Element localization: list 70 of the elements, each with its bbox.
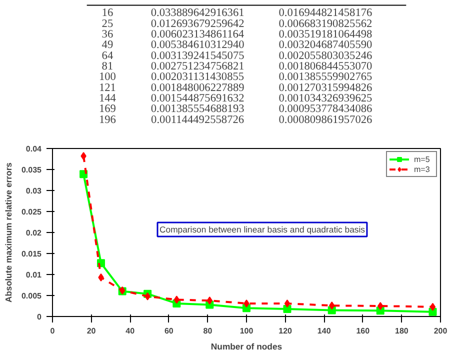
point — [430, 302, 436, 311]
y-tick-label: 0.025 — [21, 208, 42, 216]
text: 36 — [102, 28, 114, 41]
y-tick-label: 0.015 — [21, 250, 42, 258]
text: 0.000809861957026 — [278, 114, 373, 126]
text: 0.005384610312940 — [150, 39, 245, 52]
point — [428, 308, 437, 316]
point — [206, 296, 212, 305]
text: 0.016944821458176 — [278, 7, 373, 20]
x-tick-label: 180 — [395, 326, 409, 336]
text: 169 — [98, 103, 116, 116]
text: 121 — [98, 82, 116, 94]
x-tick-label: 0 — [50, 326, 56, 336]
text: 0.001544875691632 — [150, 92, 245, 104]
text: 0.001385559902765 — [278, 71, 373, 84]
text: 0.006683190825562 — [278, 18, 373, 30]
point — [98, 273, 104, 282]
text: 144 — [98, 92, 116, 104]
y-axis-title: Absolute maximum relative errors — [3, 162, 14, 302]
text: 81 — [102, 60, 114, 72]
x-tick-label: 80 — [203, 326, 213, 336]
y-tick-label: 0.01 — [26, 270, 42, 280]
legend-label: m=3 — [414, 164, 431, 174]
point — [378, 302, 384, 310]
legend-label: m=5 — [414, 154, 431, 164]
text: 0.000953778434086 — [278, 103, 373, 116]
x-axis-title: Number of nodes — [210, 342, 282, 352]
text: 0.003519181064498 — [278, 28, 373, 41]
x-tick-label: 200 — [434, 326, 448, 336]
x-tick-label: 60 — [164, 326, 174, 336]
text: 0.001144492558726 — [151, 114, 244, 126]
y-tick-label: 0.02 — [26, 228, 42, 238]
annotation: Comparison between linear basis and quadratic basis — [160, 224, 366, 234]
text: 0.002751234756821 — [150, 60, 244, 72]
point — [144, 292, 150, 300]
y-tick-label: 0.03 — [26, 186, 42, 196]
point — [284, 299, 290, 308]
point — [80, 152, 86, 160]
text: 0.002031131430855 — [151, 71, 244, 84]
point — [329, 302, 335, 310]
x-tick-label: 140 — [317, 326, 332, 336]
text: 0.033889642916361 — [150, 7, 244, 20]
point — [283, 304, 292, 313]
x-tick-label: 100 — [240, 326, 254, 336]
text: 0.006023134861164 — [151, 28, 244, 41]
text: 25 — [102, 18, 114, 30]
y-tick-label: 0.035 — [21, 166, 42, 174]
text: 196 — [98, 114, 116, 126]
text: 49 — [102, 39, 114, 52]
y-tick-label: 0.005 — [21, 292, 42, 300]
text: 0.001848006227889 — [150, 82, 245, 94]
point — [244, 299, 250, 308]
text: 100 — [98, 71, 116, 84]
x-tick-label: 20 — [86, 326, 96, 336]
point — [174, 296, 180, 304]
x-tick-label: 40 — [126, 326, 136, 336]
text: 64 — [102, 50, 114, 62]
text: 0.001806844553070 — [278, 60, 373, 72]
text: 0.001034326939625 — [278, 92, 373, 104]
text: 0.003204687405590 — [278, 39, 373, 52]
text: 0.002055803035246 — [278, 50, 373, 62]
text: 0.012693679259642 — [150, 18, 245, 30]
x-tick-label: 160 — [356, 326, 370, 336]
text: 0.001385554688193 — [150, 103, 245, 116]
text: 0.001270315994826 — [278, 82, 373, 94]
text: 16 — [102, 7, 114, 20]
text: 0.003139241545075 — [150, 50, 245, 62]
y-tick-label: 0 — [37, 312, 42, 322]
x-tick-label: 120 — [278, 326, 293, 336]
y-tick-label: 0.04 — [26, 144, 42, 154]
